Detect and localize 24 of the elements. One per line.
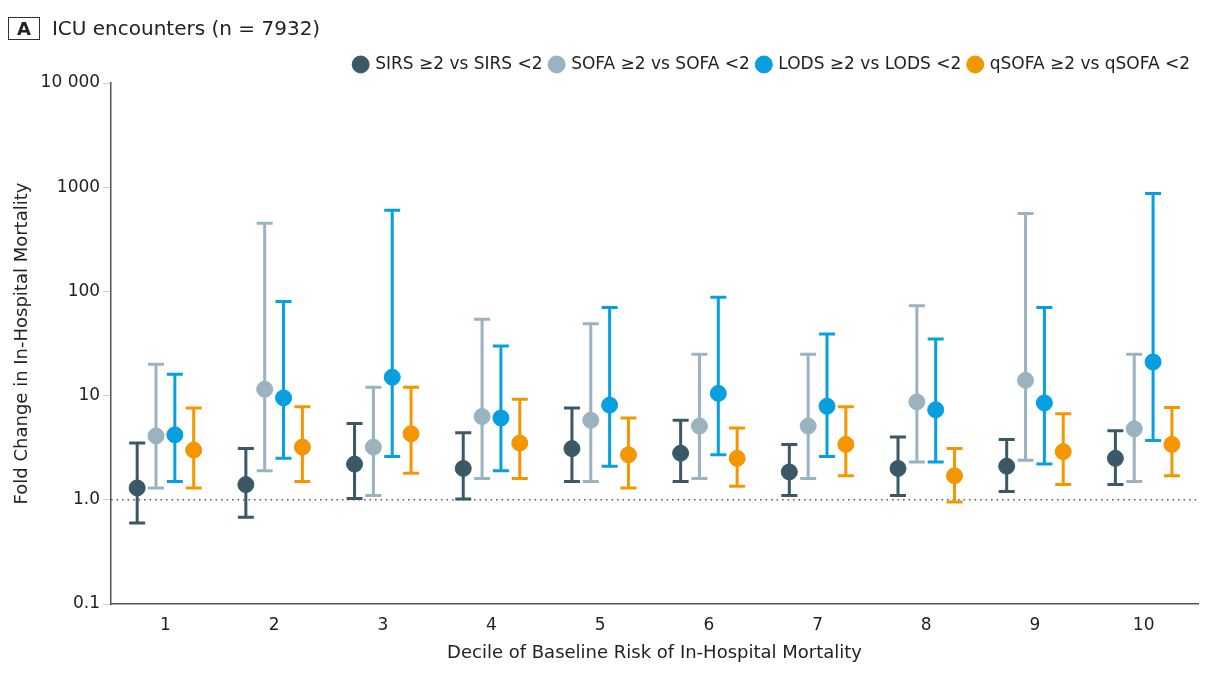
x-tick-label: 4 [486, 613, 497, 634]
y-tick-label: 1000 [56, 175, 101, 196]
x-tick-label: 8 [920, 613, 932, 634]
x-axis-title: Decile of Baseline Risk of In-Hospital Mortality [447, 640, 863, 662]
y-tick-label: 0.1 [73, 592, 101, 613]
legend-label: SOFA ≥2 vs SOFA <2 [571, 52, 750, 73]
y-axis-title: Fold Change in In-Hospital Mortality [10, 182, 32, 505]
x-tick-label: 5 [594, 613, 606, 634]
x-tick-label: 10 [1132, 613, 1155, 634]
x-tick-label: 9 [1029, 613, 1041, 634]
y-tick-label: 100 [67, 279, 101, 300]
x-tick-label: 3 [377, 613, 389, 634]
y-tick-label: 1.0 [73, 488, 101, 509]
x-tick-label: 1 [160, 613, 171, 634]
text: A [8, 16, 40, 40]
legend-label: SIRS ≥2 vs SIRS <2 [375, 52, 543, 73]
x-tick-label: 2 [268, 613, 280, 634]
legend-label: qSOFA ≥2 vs qSOFA <2 [989, 52, 1191, 73]
x-tick-label: 7 [812, 613, 823, 634]
chart-title: ICU encounters (n = 7932) [51, 16, 321, 40]
y-tick-label: 10 000 [40, 71, 101, 92]
y-tick-label: 10 [78, 384, 101, 405]
x-tick-label: 6 [703, 613, 715, 634]
legend-label: LODS ≥2 vs LODS <2 [778, 52, 962, 73]
